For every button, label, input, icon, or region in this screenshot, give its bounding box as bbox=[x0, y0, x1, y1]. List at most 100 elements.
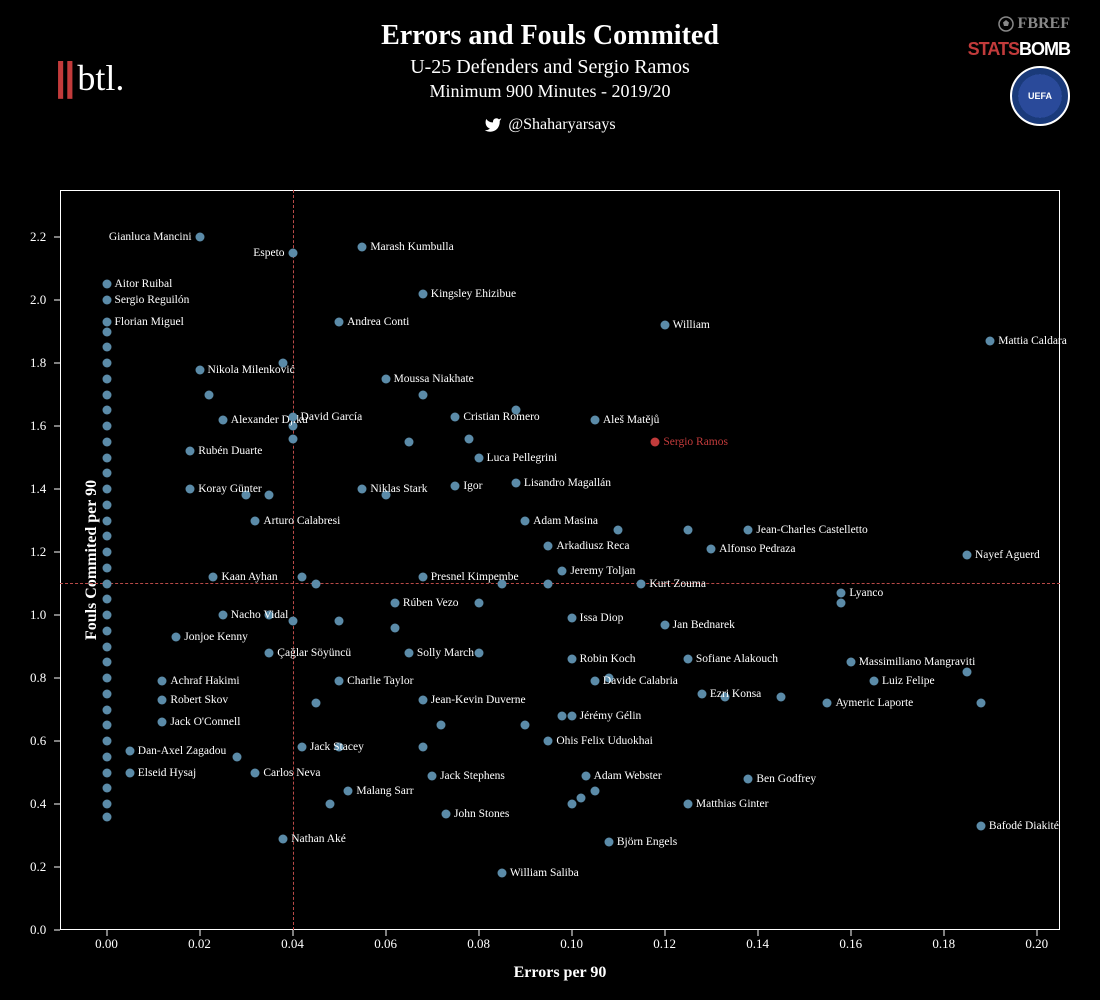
scatter-point bbox=[976, 822, 985, 831]
y-tick-mark bbox=[54, 552, 60, 553]
scatter-point bbox=[102, 674, 111, 683]
y-tick-label: 0.0 bbox=[30, 922, 46, 938]
scatter-point bbox=[102, 752, 111, 761]
scatter-point bbox=[381, 374, 390, 383]
y-tick-mark bbox=[54, 867, 60, 868]
x-tick-label: 0.02 bbox=[188, 936, 211, 952]
y-tick-mark bbox=[54, 615, 60, 616]
scatter-point bbox=[186, 485, 195, 494]
y-tick-mark bbox=[54, 237, 60, 238]
scatter-point bbox=[381, 491, 390, 500]
ref-line-horizontal bbox=[60, 583, 1060, 584]
scatter-point bbox=[358, 242, 367, 251]
scatter-point bbox=[869, 677, 878, 686]
scatter-point bbox=[102, 689, 111, 698]
scatter-point bbox=[590, 677, 599, 686]
scatter-point bbox=[102, 374, 111, 383]
x-tick-label: 0.14 bbox=[746, 936, 769, 952]
scatter-point bbox=[265, 491, 274, 500]
scatter-point bbox=[335, 743, 344, 752]
scatter-point bbox=[335, 617, 344, 626]
y-tick-label: 1.2 bbox=[30, 544, 46, 560]
scatter-point bbox=[837, 589, 846, 598]
scatter-point bbox=[962, 667, 971, 676]
scatter-point bbox=[986, 337, 995, 346]
y-tick-label: 1.6 bbox=[30, 418, 46, 434]
scatter-point bbox=[279, 834, 288, 843]
scatter-point bbox=[721, 692, 730, 701]
scatter-point bbox=[265, 648, 274, 657]
chart-subtitle-1: U-25 Defenders and Sergio Ramos bbox=[0, 56, 1100, 79]
scatter-point bbox=[474, 453, 483, 462]
scatter-point bbox=[102, 784, 111, 793]
scatter-point bbox=[125, 746, 134, 755]
scatter-point bbox=[102, 437, 111, 446]
scatter-point bbox=[102, 737, 111, 746]
scatter-point bbox=[683, 655, 692, 664]
scatter-point bbox=[428, 771, 437, 780]
scatter-point bbox=[102, 800, 111, 809]
scatter-point bbox=[418, 573, 427, 582]
scatter-point bbox=[186, 447, 195, 456]
scatter-point bbox=[218, 611, 227, 620]
scatter-point bbox=[311, 579, 320, 588]
scatter-point bbox=[776, 692, 785, 701]
scatter-point bbox=[125, 768, 134, 777]
scatter-point bbox=[590, 415, 599, 424]
scatter-point bbox=[102, 390, 111, 399]
scatter-point bbox=[102, 327, 111, 336]
ref-line-vertical bbox=[293, 190, 294, 930]
scatter-point bbox=[102, 579, 111, 588]
scatter-point bbox=[451, 412, 460, 421]
scatter-point bbox=[218, 415, 227, 424]
scatter-point bbox=[102, 469, 111, 478]
scatter-point bbox=[404, 437, 413, 446]
scatter-point bbox=[102, 548, 111, 557]
scatter-point bbox=[288, 617, 297, 626]
scatter-point bbox=[102, 422, 111, 431]
scatter-point bbox=[251, 516, 260, 525]
scatter-point bbox=[697, 689, 706, 698]
scatter-point bbox=[744, 526, 753, 535]
scatter-point bbox=[279, 359, 288, 368]
y-tick-mark bbox=[54, 489, 60, 490]
y-tick-label: 0.2 bbox=[30, 859, 46, 875]
y-tick-mark bbox=[54, 741, 60, 742]
scatter-point bbox=[637, 579, 646, 588]
scatter-point bbox=[209, 573, 218, 582]
scatter-point bbox=[576, 793, 585, 802]
x-tick-label: 0.16 bbox=[839, 936, 862, 952]
scatter-point bbox=[683, 526, 692, 535]
y-tick-mark bbox=[54, 804, 60, 805]
scatter-point bbox=[358, 485, 367, 494]
y-tick-label: 2.0 bbox=[30, 292, 46, 308]
scatter-point bbox=[288, 248, 297, 257]
scatter-point bbox=[567, 711, 576, 720]
scatter-point bbox=[102, 485, 111, 494]
chart-header: Errors and Fouls Commited U-25 Defenders… bbox=[0, 20, 1100, 139]
scatter-point bbox=[195, 233, 204, 242]
scatter-point bbox=[102, 705, 111, 714]
scatter-point bbox=[846, 658, 855, 667]
scatter-point bbox=[344, 787, 353, 796]
scatter-point bbox=[335, 677, 344, 686]
scatter-point bbox=[251, 768, 260, 777]
scatter-point bbox=[511, 478, 520, 487]
scatter-point bbox=[102, 642, 111, 651]
scatter-point bbox=[465, 434, 474, 443]
scatter-point bbox=[567, 800, 576, 809]
scatter-point bbox=[288, 434, 297, 443]
x-tick-label: 0.20 bbox=[1025, 936, 1048, 952]
scatter-point bbox=[102, 280, 111, 289]
scatter-point bbox=[102, 626, 111, 635]
scatter-point bbox=[497, 869, 506, 878]
scatter-point bbox=[297, 743, 306, 752]
scatter-point bbox=[418, 390, 427, 399]
scatter-point bbox=[390, 623, 399, 632]
scatter-point bbox=[265, 611, 274, 620]
scatter-point bbox=[544, 737, 553, 746]
scatter-point bbox=[158, 696, 167, 705]
scatter-point bbox=[404, 648, 413, 657]
scatter-point bbox=[195, 365, 204, 374]
scatter-point bbox=[288, 422, 297, 431]
